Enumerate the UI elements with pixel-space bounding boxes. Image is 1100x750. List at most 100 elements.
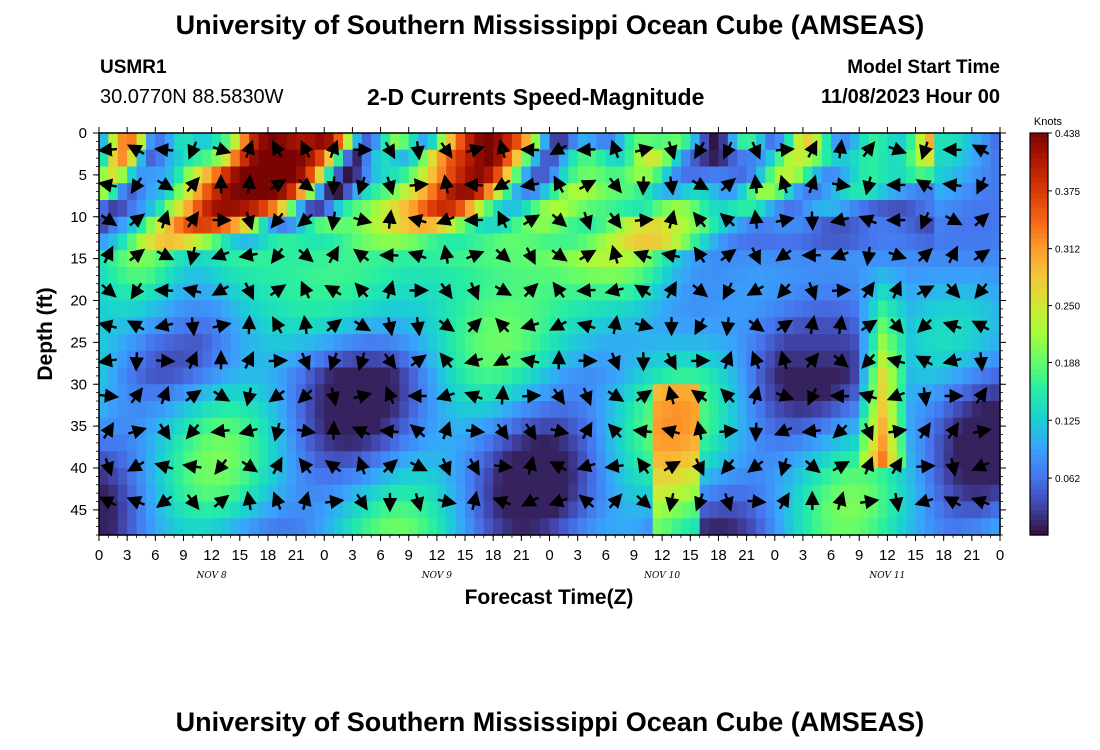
heatmap-cell <box>962 334 973 352</box>
current-arrow <box>356 176 370 196</box>
heatmap-cell <box>868 183 879 201</box>
heatmap-cell <box>164 300 175 318</box>
heatmap-cell <box>174 233 185 251</box>
heatmap-cell <box>896 334 907 352</box>
heatmap-cell <box>530 267 541 285</box>
current-arrow <box>522 423 537 441</box>
colorbar-frame <box>1029 132 1049 536</box>
heatmap-cell <box>924 267 935 285</box>
heatmap-cell <box>981 367 992 385</box>
heatmap-cell <box>164 434 175 452</box>
heatmap-cell <box>793 334 804 352</box>
heatmap-cell <box>380 484 391 503</box>
heatmap-cell <box>737 334 748 352</box>
heatmap-cell <box>267 200 278 218</box>
heatmap-cell <box>849 233 860 251</box>
heatmap-cell <box>427 149 438 168</box>
heatmap-cell <box>624 451 635 469</box>
current-arrow <box>270 247 286 265</box>
heatmap-cell <box>314 317 325 335</box>
current-vectors <box>97 138 992 513</box>
colorbar-segment <box>1030 369 1048 375</box>
heatmap-cell <box>286 468 297 486</box>
heatmap-cell <box>465 149 476 168</box>
heatmap-cell <box>680 250 691 268</box>
heatmap-cell <box>577 149 588 168</box>
heatmap-cell <box>511 451 522 469</box>
current-arrow <box>860 281 875 299</box>
x-axis-label: Forecast Time(Z) <box>465 586 634 609</box>
heatmap-cell <box>239 133 250 151</box>
y-tick-label: 10 <box>70 209 87 226</box>
heatmap-cell <box>493 233 504 251</box>
heatmap-cell <box>596 417 607 436</box>
heatmap-cell <box>558 166 569 184</box>
heatmap-cell <box>990 233 1001 251</box>
heatmap-cell <box>502 183 513 201</box>
heatmap-cell <box>727 300 738 318</box>
current-arrow <box>971 458 990 472</box>
heatmap-cell <box>174 401 185 419</box>
heatmap-cell <box>389 267 400 285</box>
heatmap-cell <box>699 518 710 536</box>
heatmap-cell <box>784 334 795 352</box>
heatmap-cell <box>793 518 804 536</box>
heatmap-cell <box>587 468 598 486</box>
heatmap-cell <box>371 149 382 168</box>
heatmap-cell <box>652 417 663 436</box>
heatmap-cell <box>840 300 851 318</box>
heatmap-cell <box>399 283 410 302</box>
heatmap-cell <box>624 317 635 335</box>
heatmap-cell <box>924 501 935 519</box>
heatmap-cell <box>577 300 588 318</box>
heatmap-cell <box>183 200 194 218</box>
colorbar-segment <box>1030 298 1048 305</box>
heatmap-cell <box>155 133 166 151</box>
heatmap-cell <box>258 334 269 352</box>
current-arrow <box>213 494 230 510</box>
heatmap-cell <box>192 200 203 218</box>
heatmap-cell <box>136 267 147 285</box>
heatmap-cell <box>662 149 673 168</box>
heatmap-cell <box>662 200 673 218</box>
current-arrow <box>99 388 120 403</box>
x-tick-label: 12 <box>429 547 446 564</box>
heatmap-cell <box>774 434 785 452</box>
heatmap-cell <box>962 451 973 469</box>
y-tick-label: 25 <box>70 334 87 351</box>
heatmap-cell <box>183 468 194 486</box>
heatmap-cell <box>643 250 654 268</box>
current-arrow <box>747 494 767 509</box>
heatmap-cell <box>380 267 391 285</box>
heatmap-cell <box>127 484 138 503</box>
current-arrow <box>942 319 962 334</box>
heatmap-cell <box>202 183 213 201</box>
heatmap-cell <box>990 250 1001 268</box>
colorbar-segment <box>1030 233 1048 240</box>
heatmap-cell <box>296 334 307 352</box>
colorbar-segment <box>1030 359 1048 365</box>
current-arrow <box>153 142 174 158</box>
heatmap-cell <box>746 133 757 151</box>
heatmap-cell <box>174 518 185 536</box>
heatmap-cell <box>502 200 513 218</box>
heatmap-cell <box>249 233 260 251</box>
heatmap-cell <box>727 149 738 168</box>
heatmap-cell <box>427 166 438 184</box>
current-arrow <box>212 319 232 334</box>
heatmap-cell <box>737 133 748 151</box>
current-arrow <box>156 385 171 405</box>
colorbar-segment <box>1030 399 1048 405</box>
x-tick-label: 3 <box>799 547 807 564</box>
heatmap-cell <box>380 367 391 385</box>
colorbar-segment <box>1030 389 1048 395</box>
heatmap-cell <box>943 468 954 486</box>
current-arrow <box>609 139 624 159</box>
heatmap-cell <box>333 166 344 184</box>
y-tick-label: 15 <box>70 251 87 268</box>
heatmap-cell <box>568 300 579 318</box>
heatmap-cell <box>831 434 842 452</box>
heatmap-cell <box>521 183 532 201</box>
current-arrow <box>497 210 511 229</box>
